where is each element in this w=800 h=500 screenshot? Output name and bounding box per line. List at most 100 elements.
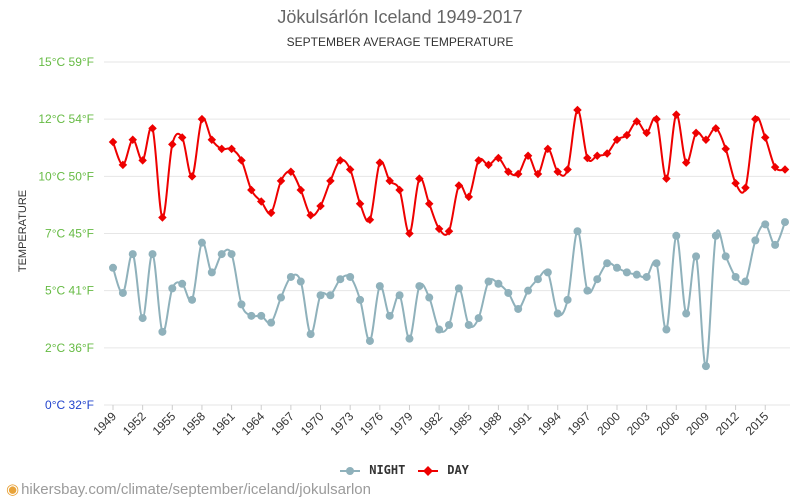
data-point-day — [395, 185, 404, 195]
data-point-night — [613, 263, 621, 272]
data-point-night — [158, 327, 167, 336]
data-point-night — [257, 311, 266, 320]
legend-item-night[interactable]: NIGHT — [338, 463, 405, 478]
y-tick-label: 12°C 54°F — [38, 112, 94, 126]
data-point-day — [128, 135, 138, 144]
data-point-night — [514, 304, 523, 313]
x-tick-label: 1973 — [328, 409, 357, 438]
x-tick-label: 1994 — [535, 409, 564, 438]
data-point-night — [603, 259, 612, 268]
data-point-night — [494, 279, 503, 288]
data-point-day — [780, 165, 790, 174]
data-point-night — [385, 311, 394, 320]
data-point-night — [296, 277, 305, 286]
data-point-day — [207, 135, 217, 144]
data-point-night — [761, 220, 770, 229]
data-point-night — [237, 300, 246, 309]
data-point-night — [188, 295, 197, 304]
data-point-night — [652, 259, 661, 268]
legend-item-day[interactable]: DAY — [416, 463, 469, 478]
footer-link[interactable]: ◉ hikersbay.com/climate/september/iceland… — [6, 480, 371, 498]
data-point-night — [484, 277, 493, 286]
data-point-night — [672, 231, 681, 240]
data-point-day — [405, 229, 414, 238]
x-tick-label: 2006 — [654, 409, 683, 438]
data-point-night — [731, 272, 740, 281]
data-point-night — [128, 250, 137, 259]
data-point-night — [543, 268, 552, 277]
data-point-night — [632, 270, 641, 279]
x-tick-label: 1955 — [150, 409, 179, 438]
data-point-day — [108, 137, 118, 147]
data-point-night — [168, 284, 177, 293]
data-point-day — [187, 172, 197, 181]
data-point-night — [306, 330, 315, 339]
data-point-night — [741, 277, 750, 286]
data-point-night — [682, 309, 691, 318]
data-point-night — [227, 250, 236, 259]
y-tick-label: 15°C 59°F — [38, 55, 94, 69]
data-point-night — [138, 314, 147, 323]
data-point-day — [454, 181, 464, 190]
data-point-day — [336, 156, 345, 165]
data-point-day — [168, 140, 177, 149]
data-point-day — [148, 124, 157, 133]
x-tick-label: 1967 — [268, 409, 297, 438]
series-line-night — [112, 221, 786, 368]
series-line-day — [112, 108, 786, 236]
data-point-night — [662, 325, 671, 334]
data-point-day — [138, 156, 147, 165]
y-tick-label: 7°C 45°F — [45, 227, 94, 241]
data-point-night — [207, 268, 216, 277]
data-point-night — [642, 272, 651, 281]
legend-night-marker — [340, 466, 360, 475]
data-point-night — [425, 293, 434, 302]
data-point-day — [217, 144, 226, 154]
data-point-night — [197, 238, 206, 247]
data-point-day — [306, 210, 315, 220]
y-tick-label: 10°C 50°F — [38, 169, 94, 183]
chart-subtitle: SEPTEMBER AVERAGE TEMPERATURE — [286, 35, 514, 49]
data-point-night — [563, 295, 572, 304]
x-tick-label: 2012 — [713, 409, 742, 438]
data-point-day — [484, 160, 493, 170]
data-point-night — [445, 320, 453, 329]
data-point-day — [751, 114, 760, 124]
data-point-day — [662, 174, 671, 183]
data-point-day — [375, 158, 385, 167]
data-point-day — [177, 133, 187, 142]
data-point-day — [237, 156, 246, 165]
data-point-night — [435, 325, 444, 334]
x-tick-label: 1970 — [298, 409, 327, 438]
data-point-day — [652, 114, 661, 124]
x-tick-label: 1979 — [387, 409, 416, 438]
data-point-day — [691, 128, 701, 138]
data-point-day — [276, 176, 286, 186]
data-point-night — [711, 231, 720, 240]
data-point-night — [346, 272, 355, 281]
data-point-night — [583, 286, 592, 295]
x-tick-label: 1985 — [446, 409, 475, 438]
data-point-night — [109, 263, 117, 272]
legend-day-label: DAY — [447, 463, 469, 477]
data-point-night — [751, 236, 760, 245]
data-point-day — [316, 201, 325, 211]
data-point-day — [474, 156, 483, 165]
x-tick-label: 1964 — [239, 409, 268, 438]
location-pin-icon: ◉ — [6, 481, 20, 498]
data-point-night — [178, 279, 187, 288]
data-point-night — [395, 291, 404, 300]
data-point-night — [217, 250, 226, 259]
x-tick-label: 1958 — [179, 409, 208, 438]
data-point-day — [118, 160, 128, 170]
data-point-night — [356, 295, 365, 304]
data-point-day — [760, 133, 770, 142]
data-point-night — [533, 275, 542, 284]
x-tick-label: 1949 — [90, 409, 119, 438]
data-point-night — [316, 291, 325, 300]
data-point-day — [197, 114, 207, 124]
x-tick-label: 1997 — [565, 409, 594, 438]
data-point-day — [573, 105, 582, 115]
data-point-day — [326, 176, 335, 186]
data-point-day — [158, 213, 167, 222]
